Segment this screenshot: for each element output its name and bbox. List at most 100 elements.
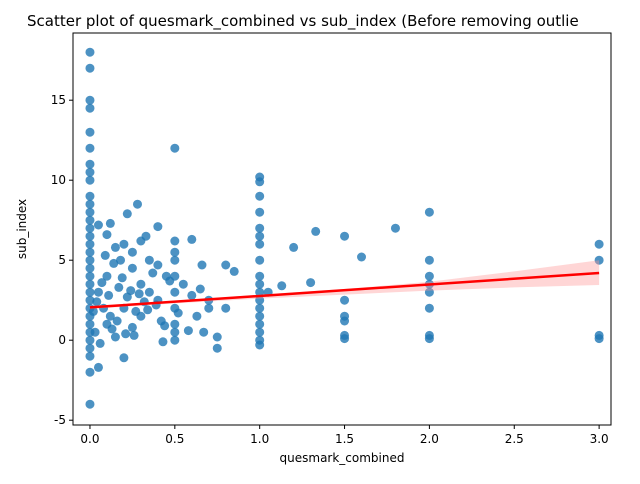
point [116, 255, 126, 265]
point [594, 334, 604, 344]
x-tick-label: 1.5 [335, 432, 354, 446]
point [85, 335, 95, 345]
point [158, 337, 168, 347]
point [85, 239, 95, 249]
point [85, 167, 95, 177]
point [277, 281, 287, 291]
point [88, 306, 98, 316]
point [134, 289, 144, 299]
x-tick-label: 3.0 [590, 432, 609, 446]
point [340, 316, 350, 326]
point [85, 191, 95, 201]
point [195, 284, 205, 294]
chart-title: Scatter plot of quesmark_combined vs sub… [27, 12, 579, 31]
point [122, 209, 132, 219]
point [132, 199, 142, 209]
point [93, 287, 103, 297]
point [90, 327, 100, 337]
point [85, 231, 95, 241]
point [85, 287, 95, 297]
point [102, 271, 112, 281]
point [424, 303, 434, 313]
point [85, 247, 95, 257]
point [85, 175, 95, 185]
point [85, 103, 95, 113]
point [424, 255, 434, 265]
point [85, 295, 95, 305]
point [105, 311, 115, 321]
point [221, 303, 231, 313]
point [165, 276, 175, 286]
point [212, 343, 222, 353]
point [255, 255, 265, 265]
point [105, 218, 115, 228]
point [424, 207, 434, 217]
point [127, 247, 137, 257]
point [255, 295, 265, 305]
point [212, 332, 222, 342]
point [143, 305, 153, 315]
point [85, 343, 95, 353]
point [204, 303, 214, 313]
point [170, 143, 180, 153]
point [255, 279, 265, 289]
point [170, 335, 180, 345]
point [255, 177, 265, 187]
point [197, 260, 207, 270]
point [85, 263, 95, 273]
point [424, 287, 434, 297]
point [107, 324, 117, 334]
point [129, 330, 139, 340]
point [390, 223, 400, 233]
point [170, 319, 180, 329]
point [148, 268, 158, 278]
y-tick-label: -5 [54, 413, 66, 427]
point [255, 340, 265, 350]
point [170, 247, 180, 257]
point [144, 287, 154, 297]
point [187, 234, 197, 244]
point [114, 282, 124, 292]
y-tick-label: 0 [58, 333, 66, 347]
point [127, 322, 137, 332]
point [85, 399, 95, 409]
point [119, 239, 129, 249]
point [173, 308, 183, 318]
point [199, 327, 209, 337]
point [594, 239, 604, 249]
point [85, 207, 95, 217]
x-tick-label: 2.5 [505, 432, 524, 446]
point [255, 239, 265, 249]
point [255, 223, 265, 233]
point [255, 207, 265, 217]
point [187, 290, 197, 300]
point [289, 242, 299, 252]
plot-frame [72, 32, 612, 426]
x-tick-label: 0.5 [165, 432, 184, 446]
point [110, 332, 120, 342]
point [255, 231, 265, 241]
y-axis-label: sub_index [15, 199, 29, 259]
point [85, 215, 95, 225]
x-tick-label: 0.0 [80, 432, 99, 446]
point [255, 303, 265, 313]
point [110, 242, 120, 252]
point [229, 266, 239, 276]
point [126, 286, 136, 296]
point [192, 311, 202, 321]
point [85, 319, 95, 329]
point [102, 230, 112, 240]
point [85, 63, 95, 73]
point [117, 273, 127, 283]
point [95, 338, 105, 348]
point [183, 326, 193, 336]
point [127, 263, 137, 273]
point [424, 271, 434, 281]
point [136, 279, 146, 289]
point [340, 334, 350, 344]
point [85, 143, 95, 153]
point [153, 222, 163, 232]
point [85, 271, 95, 281]
point [131, 306, 141, 316]
